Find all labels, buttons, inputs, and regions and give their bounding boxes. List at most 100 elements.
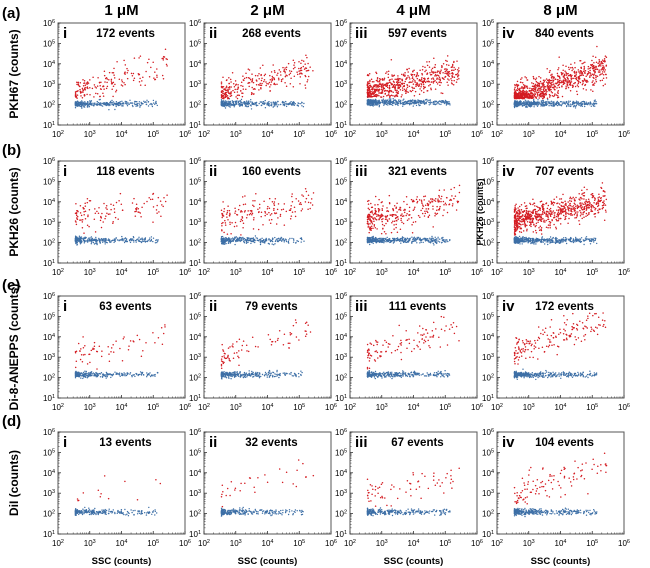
positive-event bbox=[447, 74, 449, 76]
positive-event bbox=[598, 58, 600, 61]
positive-event bbox=[102, 85, 104, 88]
positive-event bbox=[521, 95, 524, 98]
positive-event bbox=[548, 96, 551, 98]
positive-event bbox=[293, 62, 296, 64]
negative-event bbox=[122, 240, 124, 242]
negative-event bbox=[243, 241, 245, 243]
column-title: 8 μM bbox=[543, 2, 577, 19]
positive-event bbox=[233, 85, 236, 88]
positive-event bbox=[382, 84, 384, 87]
positive-event bbox=[591, 73, 594, 76]
positive-event bbox=[139, 77, 141, 80]
positive-event bbox=[531, 92, 534, 95]
positive-event bbox=[589, 76, 591, 78]
positive-event bbox=[109, 213, 111, 215]
negative-event bbox=[297, 105, 300, 107]
positive-event bbox=[399, 81, 402, 83]
negative-event bbox=[117, 103, 119, 106]
negative-event bbox=[292, 101, 294, 104]
positive-event bbox=[515, 93, 517, 96]
negative-event bbox=[270, 101, 272, 104]
positive-event bbox=[398, 81, 400, 83]
positive-event bbox=[369, 91, 371, 93]
positive-event bbox=[234, 88, 236, 91]
positive-event bbox=[535, 77, 538, 79]
positive-event bbox=[387, 94, 389, 96]
negative-event bbox=[414, 99, 416, 102]
positive-event bbox=[287, 62, 290, 65]
positive-event bbox=[270, 81, 273, 83]
positive-event bbox=[83, 79, 86, 82]
negative-event bbox=[239, 105, 241, 108]
negative-event bbox=[412, 105, 414, 107]
negative-event bbox=[387, 104, 389, 106]
positive-event bbox=[570, 63, 572, 65]
positive-event bbox=[557, 92, 559, 95]
positive-event bbox=[537, 85, 539, 88]
positive-event bbox=[84, 202, 86, 204]
positive-event bbox=[139, 212, 142, 214]
positive-event bbox=[98, 207, 100, 209]
positive-event bbox=[251, 78, 254, 80]
negative-event bbox=[435, 100, 438, 103]
positive-event bbox=[101, 212, 103, 215]
negative-event bbox=[75, 239, 78, 241]
positive-event bbox=[451, 63, 454, 66]
negative-event bbox=[152, 240, 154, 243]
positive-event bbox=[514, 86, 516, 89]
negative-event bbox=[574, 105, 576, 107]
positive-event bbox=[516, 86, 519, 88]
negative-event bbox=[92, 102, 94, 105]
positive-event bbox=[111, 88, 113, 91]
negative-event bbox=[275, 101, 277, 103]
negative-event bbox=[252, 240, 255, 242]
positive-event bbox=[276, 74, 278, 76]
y-tick-label: 102 bbox=[43, 101, 55, 110]
positive-event bbox=[424, 66, 426, 69]
positive-event bbox=[556, 72, 559, 75]
positive-event bbox=[254, 74, 257, 77]
positive-event bbox=[535, 96, 537, 98]
positive-event bbox=[514, 90, 517, 92]
positive-event bbox=[388, 79, 391, 82]
positive-event bbox=[112, 222, 114, 225]
positive-event bbox=[396, 89, 398, 92]
y-axis-label: PKH67 (counts) bbox=[7, 29, 21, 118]
negative-event bbox=[574, 107, 577, 109]
positive-event bbox=[605, 56, 608, 59]
positive-event bbox=[121, 85, 124, 87]
positive-event bbox=[429, 72, 431, 74]
positive-event bbox=[449, 73, 451, 75]
negative-event bbox=[81, 100, 83, 102]
positive-event bbox=[411, 76, 414, 78]
x-tick-label: 105 bbox=[293, 268, 305, 277]
positive-event bbox=[299, 82, 301, 85]
positive-event bbox=[553, 95, 555, 98]
positive-event bbox=[456, 72, 459, 75]
positive-event bbox=[397, 84, 400, 86]
positive-event bbox=[578, 76, 580, 78]
positive-event bbox=[515, 96, 517, 98]
positive-event bbox=[416, 81, 418, 84]
positive-event bbox=[298, 73, 301, 75]
negative-event bbox=[389, 101, 392, 104]
positive-event bbox=[543, 90, 545, 92]
negative-event bbox=[95, 242, 97, 244]
positive-event bbox=[455, 81, 458, 83]
negative-event bbox=[133, 102, 135, 104]
negative-event bbox=[266, 104, 268, 106]
positive-event bbox=[110, 78, 113, 81]
positive-event bbox=[103, 74, 106, 77]
positive-event bbox=[576, 90, 578, 93]
positive-event bbox=[299, 67, 302, 70]
positive-event bbox=[435, 81, 438, 83]
negative-event bbox=[147, 101, 149, 103]
positive-event bbox=[100, 81, 102, 83]
x-tick-label: 102 bbox=[52, 268, 64, 277]
positive-event bbox=[378, 88, 380, 91]
negative-event bbox=[525, 105, 528, 108]
negative-event bbox=[255, 237, 257, 239]
x-tick-label: 103 bbox=[230, 130, 242, 139]
y-tick-label: 102 bbox=[335, 101, 347, 110]
positive-event bbox=[298, 61, 300, 63]
